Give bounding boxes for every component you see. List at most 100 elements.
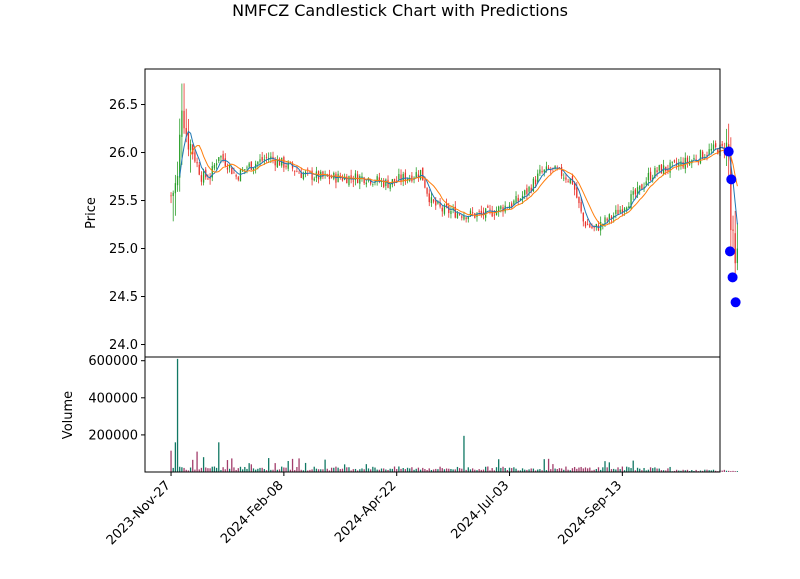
candle-body [189, 143, 192, 151]
candle-body [172, 192, 174, 197]
volume-bar [558, 468, 561, 472]
volume-bar [528, 469, 530, 472]
candle-body [454, 206, 456, 218]
volume-bar [639, 468, 641, 472]
candle-body [400, 174, 402, 182]
volume-bar [237, 468, 239, 472]
volume-bar [569, 470, 571, 472]
x-tick-label: 2024-Jul-03 [448, 478, 512, 542]
candle-body [276, 159, 279, 168]
volume-bar [432, 469, 435, 472]
candle-body [350, 175, 352, 179]
candle-body [448, 206, 450, 214]
candle-body [430, 197, 433, 204]
candle-body [547, 167, 550, 170]
volume-bar [278, 469, 281, 472]
volume-bar [441, 468, 443, 472]
candle-body [543, 169, 545, 172]
volume-bar [684, 470, 686, 472]
volume-bar [734, 471, 736, 472]
volume-bar [406, 467, 409, 472]
volume-bar [504, 468, 506, 472]
volume-bar [556, 469, 558, 472]
candle-body [482, 211, 485, 216]
candle-body [524, 190, 526, 195]
volume-bar [335, 466, 337, 472]
volume-bar [174, 442, 177, 472]
candle-body [632, 191, 634, 195]
volume-bar [437, 469, 439, 472]
candle-body [662, 165, 665, 175]
volume-bar [189, 467, 192, 472]
prediction-marker [726, 174, 737, 185]
volume-bar [396, 469, 398, 472]
candle-body [541, 171, 543, 173]
candle-body [270, 156, 272, 159]
candle-body [274, 159, 276, 166]
volume-bar [736, 471, 739, 472]
candle-body [706, 154, 708, 156]
candle-body [641, 184, 643, 190]
volume-bar [378, 469, 380, 472]
candle-body [623, 208, 626, 211]
candle-body [582, 212, 584, 222]
candle-body [330, 177, 333, 179]
volume-bar [294, 470, 296, 472]
volume-y-axis: 200000 400000 600000 [88, 354, 145, 443]
candle-body [328, 174, 331, 179]
candle-body [389, 183, 391, 189]
candle-body [471, 212, 474, 214]
volume-bar [715, 470, 717, 472]
candle-body [686, 157, 689, 163]
candle-body [443, 205, 446, 214]
candle-body [671, 161, 673, 163]
candle-body [489, 208, 491, 210]
candle-body [200, 175, 203, 182]
candle-body [213, 164, 216, 169]
volume-bar [370, 469, 372, 472]
candle-body [734, 233, 736, 264]
volume-bar [411, 467, 413, 472]
candle-body [376, 176, 378, 182]
price-plot-area [145, 69, 720, 357]
candle-body [261, 157, 263, 161]
candle-body [398, 174, 400, 180]
candle-body [393, 178, 396, 182]
candle-body [498, 206, 500, 213]
volume-bar [632, 460, 634, 472]
candle-body [478, 211, 480, 213]
candle-body [215, 163, 218, 166]
volume-bar [387, 469, 389, 472]
candle-body [610, 216, 613, 219]
candle-body [313, 178, 315, 181]
candle-body [604, 217, 606, 223]
volume-bar [576, 468, 578, 472]
volume-bar [339, 469, 341, 472]
candle-body [294, 170, 296, 172]
candle-body [202, 171, 205, 183]
volume-bar [606, 467, 608, 472]
volume-bar [617, 467, 619, 472]
candle-body [346, 176, 348, 184]
volume-bar [209, 468, 211, 472]
volume-bar [626, 466, 628, 472]
candle-body [237, 177, 239, 180]
candle-body [265, 156, 268, 158]
volume-bar [610, 469, 613, 472]
candle-body [179, 134, 181, 178]
volume-bar [435, 468, 437, 472]
candle-body [613, 215, 615, 218]
volume-bar [728, 470, 730, 472]
candle-body [283, 157, 285, 168]
candle-body [348, 176, 350, 186]
volume-bar [628, 467, 630, 472]
volume-bar [356, 470, 359, 472]
candle-body [491, 210, 493, 217]
volume-bar [424, 469, 426, 472]
volume-bar [489, 470, 491, 472]
volume-bar [213, 466, 216, 472]
x-tick-label: 2024-Sep-13 [556, 478, 626, 548]
candle-body [710, 148, 712, 151]
candle-body [586, 224, 589, 226]
